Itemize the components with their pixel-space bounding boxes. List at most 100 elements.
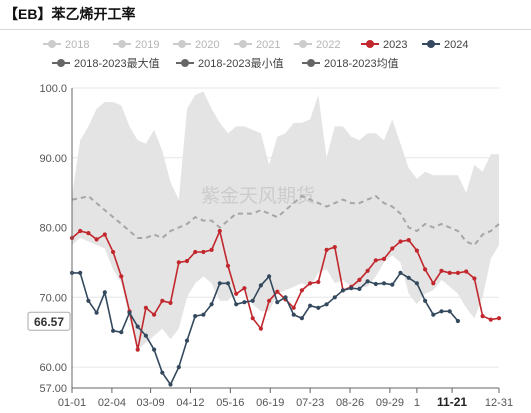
series-2023-point: [414, 248, 419, 253]
series-2023-point: [242, 286, 247, 291]
series-2023-point: [308, 281, 313, 286]
series-2024-point: [308, 303, 313, 308]
legend-marker: [307, 59, 315, 67]
series-2023-point: [152, 312, 157, 317]
x-tick-label: 08-26: [336, 397, 364, 409]
series-2024-point: [86, 298, 91, 303]
x-tick-label: 02-04: [98, 397, 126, 409]
legend-label: 2018: [65, 39, 89, 51]
x-tick-label: 11-21: [437, 395, 467, 409]
series-2024-point: [94, 310, 99, 315]
series-2023-point: [111, 249, 116, 255]
series-2023-point: [184, 258, 190, 264]
series-2023-point: [217, 228, 222, 234]
series-2024-point: [242, 300, 247, 305]
legend-item-2024[interactable]: 2024: [422, 39, 468, 51]
series-2024-point: [143, 333, 148, 338]
series-2024-point: [225, 281, 231, 286]
range-band-area: [72, 91, 499, 350]
legend-item-2023[interactable]: 2023: [361, 39, 407, 51]
legend-item-2021[interactable]: 2021: [234, 39, 280, 51]
series-2023-point: [365, 268, 370, 273]
legend-marker: [427, 40, 435, 48]
x-tick-label: 09-29: [376, 397, 404, 409]
series-2024-point: [447, 309, 452, 314]
series-2024-point: [423, 298, 428, 303]
series-2023-point: [135, 347, 140, 352]
series-2023-point: [431, 281, 436, 286]
legend[interactable]: 2018 2019 2020 2021 2022 2023 2024 2018-2023最大值…: [43, 39, 468, 70]
legend-label: 2021: [256, 39, 280, 51]
series-2024-point: [127, 310, 132, 315]
legend-item-2018-2023最小值[interactable]: 2018-2023最小值: [176, 57, 284, 70]
y-tick-label: 80.00: [39, 223, 67, 235]
legend-label: 2020: [195, 39, 219, 51]
series-2023-point: [332, 245, 337, 250]
series-2023-point: [291, 305, 296, 310]
series-2023-point: [488, 317, 493, 322]
y-pointer: 66.57: [27, 311, 71, 331]
series-2023-point: [143, 305, 148, 310]
series-2023-point: [398, 239, 403, 244]
watermark: 紫金天风期货: [201, 185, 315, 207]
x-tick-label: 01-01: [58, 397, 86, 409]
series-2024-point: [414, 281, 419, 286]
series-2024-point: [250, 298, 255, 303]
series-2024-point: [340, 288, 346, 293]
legend-item-2022[interactable]: 2022: [294, 39, 340, 51]
x-tick-label: 07-23: [296, 397, 324, 409]
series-2023-point: [472, 276, 477, 281]
series-2024-point: [381, 281, 387, 286]
series-2024-point: [160, 370, 165, 375]
legend-label: 2024: [444, 39, 468, 51]
legend-label: 2018-2023均值: [324, 57, 399, 70]
legend-marker: [299, 40, 307, 48]
series-2023-point: [168, 300, 173, 305]
series-2024-point: [373, 281, 378, 287]
series-2024-point: [217, 281, 222, 286]
series-2023-point: [316, 279, 321, 285]
series-2024-point: [176, 365, 181, 370]
legend-label: 2022: [316, 39, 340, 51]
chart: 紫金天风期货 100.0 90.00 80.00 70.00 60.00 57.00 01-…: [27, 39, 513, 409]
series-2023-point: [209, 247, 214, 252]
series-2024-point: [234, 302, 239, 307]
series-2024-point: [193, 314, 198, 319]
series-2024-point: [357, 286, 362, 291]
y-tick-label: 90.00: [39, 153, 67, 165]
series-2023-point: [455, 270, 460, 275]
series-2024-point: [209, 302, 214, 307]
series-2023-point: [390, 246, 395, 251]
legend-item-2018-2023均值[interactable]: 2018-2023均值: [302, 57, 399, 70]
series-2023-point: [480, 314, 485, 319]
legend-item-2018-2023最大值[interactable]: 2018-2023最大值: [52, 56, 160, 70]
legend-item-2020[interactable]: 2020: [173, 39, 219, 51]
legend-marker: [57, 59, 65, 67]
series-2024-point: [332, 295, 337, 300]
legend-label: 2019: [135, 39, 159, 51]
y-tick-label: 70.00: [39, 292, 67, 304]
series-2024-point: [78, 270, 83, 275]
series-2023-point: [250, 316, 255, 321]
y-tick-label: 100.0: [39, 83, 67, 95]
series-2023-point: [176, 260, 181, 265]
series-2024-point: [316, 305, 321, 310]
series-2024-point: [324, 302, 329, 307]
series-2023-point: [94, 237, 99, 242]
series-2024-point: [267, 274, 272, 279]
series-2024-point: [390, 282, 395, 287]
series-2024-point: [102, 290, 107, 295]
legend-item-2018[interactable]: 2018: [43, 39, 89, 51]
x-tick-label: 05-16: [216, 397, 244, 409]
legend-marker: [239, 40, 247, 48]
series-2023-point: [225, 263, 231, 268]
chart-title: 【EB】苯乙烯开工率: [4, 6, 136, 22]
legend-item-2019[interactable]: 2019: [113, 39, 159, 51]
x-tick-label: 03-09: [137, 397, 165, 409]
series-2024-point: [119, 330, 124, 335]
y-tick-label: 57.00: [39, 383, 67, 395]
series-2023-point: [102, 232, 107, 237]
series-lines: [69, 194, 502, 387]
series-2023-point: [78, 228, 83, 234]
series-2023-point: [439, 268, 444, 273]
